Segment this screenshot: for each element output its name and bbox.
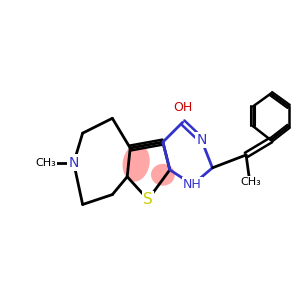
Text: NH: NH bbox=[183, 178, 202, 191]
Text: CH₃: CH₃ bbox=[241, 177, 261, 187]
Text: CH₃: CH₃ bbox=[36, 158, 56, 168]
Text: N: N bbox=[196, 133, 207, 147]
Text: OH: OH bbox=[173, 101, 192, 114]
Ellipse shape bbox=[151, 164, 175, 186]
Text: N: N bbox=[68, 156, 79, 170]
Text: S: S bbox=[143, 192, 153, 207]
Ellipse shape bbox=[123, 144, 150, 182]
